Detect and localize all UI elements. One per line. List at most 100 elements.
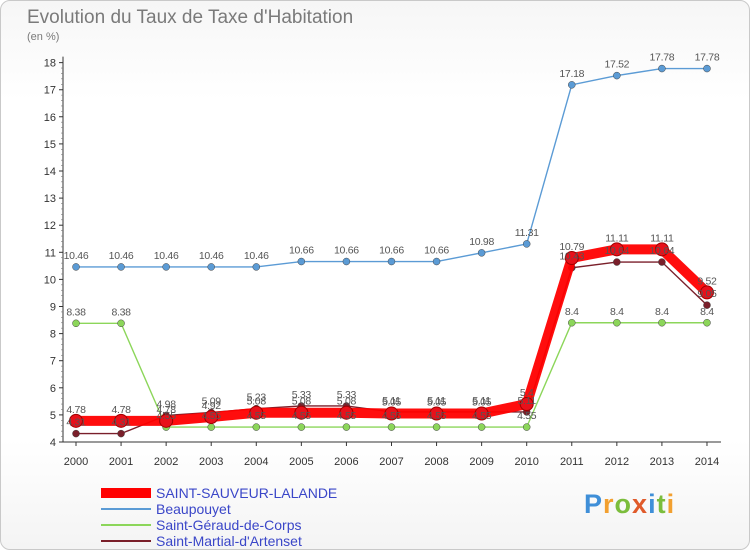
y-tick-label: 4 [50, 437, 56, 449]
chart-subtitle: (en %) [27, 31, 60, 43]
data-label: 10.43 [559, 251, 584, 263]
y-tick-label: 13 [44, 193, 56, 205]
data-label: 10.64 [650, 245, 675, 257]
data-label: 8.4 [565, 306, 579, 318]
data-label: 10.64 [604, 245, 629, 257]
data-point [117, 263, 125, 271]
data-label: 4.78 [111, 404, 131, 416]
data-point [162, 263, 170, 271]
data-label: 10.98 [469, 236, 494, 248]
data-point [474, 406, 489, 421]
x-tick-label: 2012 [605, 456, 629, 468]
data-point [519, 397, 534, 412]
data-label: 4.55 [247, 410, 267, 422]
y-tick-label: 11 [45, 247, 56, 259]
data-label: 4.55 [157, 410, 177, 422]
data-point [654, 242, 669, 257]
data-label: 11.11 [650, 232, 674, 244]
data-label: 5.05 [472, 397, 492, 409]
data-point [609, 242, 624, 257]
data-label: 4.55 [292, 410, 312, 422]
y-tick-label: 8 [50, 329, 56, 341]
data-label: 9.52 [697, 275, 717, 287]
data-label: 10.66 [424, 245, 449, 257]
data-point [387, 257, 396, 266]
data-point [658, 319, 666, 327]
data-label: 4.92 [202, 400, 222, 412]
data-label: 5.09 [202, 395, 222, 407]
data-point [384, 406, 399, 421]
data-label: 11.11 [605, 232, 629, 244]
y-tick-label: 16 [44, 112, 56, 124]
data-label: 4.55 [517, 410, 537, 422]
data-point [658, 258, 666, 266]
x-tick-label: 2004 [244, 456, 268, 468]
y-tick-label: 17 [44, 85, 56, 97]
data-point [568, 81, 576, 89]
data-point [117, 319, 125, 328]
y-tick-label: 9 [50, 302, 56, 314]
x-tick-label: 2009 [469, 456, 493, 468]
data-label: 5.11 [382, 395, 401, 407]
data-label: 10.46 [109, 250, 134, 262]
y-tick-label: 6 [50, 383, 56, 395]
data-label: 4.31 [66, 417, 86, 429]
data-point [703, 319, 711, 327]
data-label: 5.11 [427, 395, 446, 407]
data-point [568, 319, 576, 327]
data-point [342, 257, 351, 266]
data-label: 4.78 [66, 404, 86, 416]
data-point [252, 263, 261, 271]
data-label: 10.66 [289, 245, 314, 257]
data-label: 5.05 [427, 397, 447, 409]
data-point [159, 413, 174, 428]
data-label: 10.46 [64, 250, 89, 262]
legend-swatch [101, 508, 151, 510]
legend-swatch [101, 540, 151, 542]
data-point [204, 410, 219, 425]
data-point [114, 413, 129, 428]
x-tick-label: 2001 [109, 456, 133, 468]
data-label: 4.55 [427, 410, 447, 422]
legend-swatch [101, 488, 151, 498]
data-label: 17.78 [695, 52, 720, 64]
data-point [207, 263, 215, 271]
data-point [72, 319, 80, 328]
data-label: 5.08 [247, 396, 267, 408]
data-point [297, 257, 306, 266]
logo-letter: P [584, 489, 604, 519]
data-point [432, 257, 441, 266]
data-point [252, 423, 261, 431]
data-label: 5.08 [337, 396, 357, 408]
data-point [249, 405, 264, 420]
y-tick-label: 5 [50, 410, 56, 422]
data-point [207, 423, 215, 431]
data-point [429, 406, 444, 421]
x-tick-label: 2003 [199, 456, 223, 468]
data-label: 5.11 [472, 395, 491, 407]
x-tick-label: 2007 [379, 456, 403, 468]
y-tick-label: 18 [44, 58, 56, 70]
logo-letter: x [632, 489, 649, 519]
data-point [297, 423, 306, 431]
data-label: 17.18 [559, 68, 584, 80]
data-label: 10.46 [244, 250, 269, 262]
data-point [703, 64, 711, 73]
data-label: 4.55 [382, 410, 402, 422]
y-tick-label: 14 [44, 166, 56, 178]
data-point [294, 405, 309, 420]
data-label: 4.78 [157, 404, 177, 416]
data-point [72, 263, 80, 271]
data-point [564, 250, 579, 265]
data-label: 8.38 [111, 306, 131, 318]
data-label: 10.46 [199, 250, 224, 262]
line-chart: 4 5 6 7 8 9 10 11 12 13 14 15 16 17 18 2000 2001 2002 2003… [44, 52, 721, 468]
data-point [699, 285, 714, 300]
data-label: 5.33 [337, 389, 357, 401]
legend-swatch [101, 524, 151, 526]
data-label: 5.4 [520, 387, 534, 399]
data-label: 11.31 [515, 227, 539, 239]
data-point [703, 301, 711, 309]
data-point [342, 423, 351, 431]
